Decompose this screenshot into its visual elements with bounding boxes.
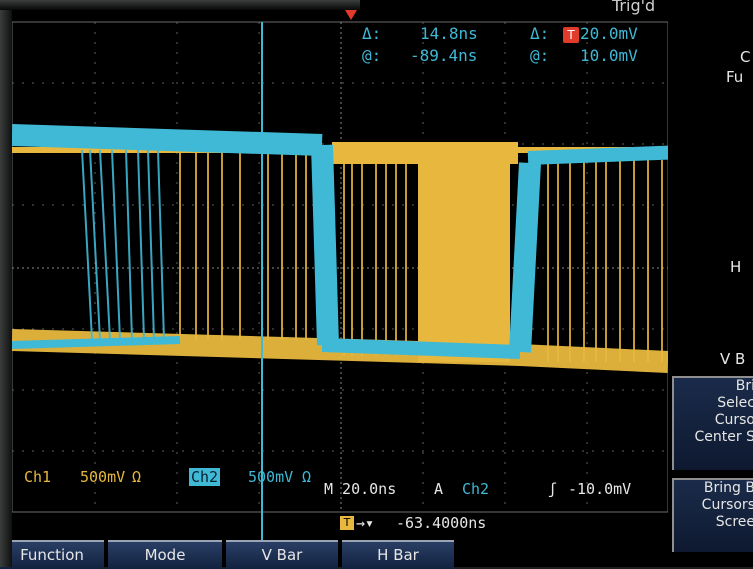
- ch2-scale: 500mV: [248, 468, 294, 486]
- menu-function-button[interactable]: Function: [0, 540, 104, 569]
- side-menu-panel: C Fu H V B Bri Selec Curso Center S Brin…: [668, 10, 753, 567]
- trigger-position-marker: [345, 10, 357, 20]
- screen-bezel-left: [0, 0, 12, 567]
- bring-cursors-screen-button[interactable]: Bring B Cursors Scree: [672, 478, 753, 552]
- delta-time-value: 14.8ns: [420, 24, 478, 43]
- ch1-coupling-ohm-icon: Ω: [132, 468, 142, 486]
- graticule-grid: [12, 22, 668, 512]
- ch2-waveform: [11, 22, 688, 540]
- side-text-fu: Fu: [726, 68, 744, 86]
- trigger-mode: A: [434, 480, 444, 498]
- trigger-status-title: Trig'd: [612, 0, 656, 15]
- bottom-menu-bar: Function Mode V Bar H Bar: [0, 540, 753, 569]
- ch1-label: Ch1: [24, 468, 52, 486]
- ch2-coupling-ohm-icon: Ω: [302, 468, 312, 486]
- at-time-value: -89.4ns: [410, 46, 478, 65]
- trigger-slope-icon: ʃ: [548, 480, 558, 498]
- trigger-offset-icon: T: [340, 516, 354, 530]
- menu-mode-button[interactable]: Mode: [108, 540, 222, 569]
- delta-volt-value: 20.0mV: [580, 24, 638, 43]
- trigger-level: -10.0mV: [568, 480, 632, 498]
- trigger-source: Ch2: [462, 480, 490, 498]
- menu-vbar-button[interactable]: V Bar: [226, 540, 338, 569]
- screen-bezel-top: [0, 0, 360, 10]
- bring-select-cursor-button[interactable]: Bri Selec Curso Center S: [672, 376, 753, 470]
- side-text-vb: V B: [720, 350, 746, 368]
- ch1-scale: 500mV: [80, 468, 126, 486]
- at-volt-label: @:: [530, 46, 550, 65]
- trigger-t-icon: T: [563, 27, 579, 43]
- delta-time-label: Δ:: [362, 24, 382, 43]
- channel-status-bar: Ch1 500mV Ω Ch2 500mV Ω M 20.0ns A Ch2 ʃ…: [14, 462, 664, 552]
- trigger-arrow-icon: →▾: [356, 514, 375, 532]
- ch2-label: Ch2: [189, 468, 221, 486]
- menu-hbar-button[interactable]: H Bar: [342, 540, 454, 569]
- side-text-c: C: [740, 48, 751, 66]
- side-text-h: H: [730, 258, 742, 276]
- trigger-position: -63.4000ns: [396, 514, 487, 532]
- timebase-scale: M 20.0ns: [324, 480, 397, 498]
- at-volt-value: 10.0mV: [580, 46, 638, 65]
- delta-volt-label: Δ:: [530, 24, 550, 43]
- at-time-label: @:: [362, 46, 382, 65]
